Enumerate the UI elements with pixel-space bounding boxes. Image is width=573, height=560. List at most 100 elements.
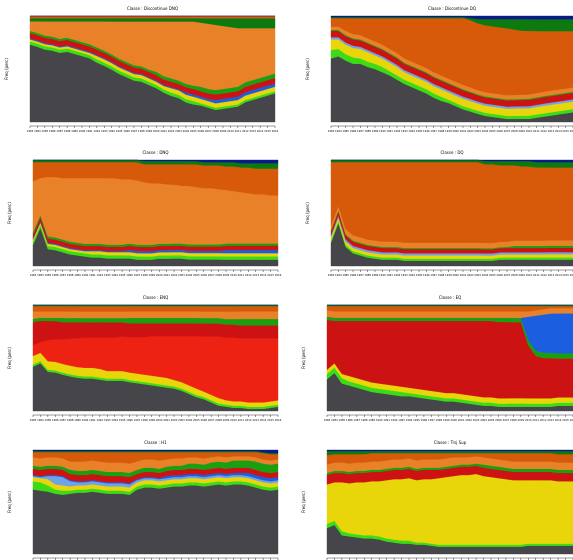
x-tick-label: 2016 [275, 273, 282, 277]
x-tick-label: 1988 [361, 418, 368, 422]
x-tick-label: 1993 [401, 273, 408, 277]
chart-title: Classe : Trsj Sup [434, 440, 467, 445]
x-tick-label: 1999 [445, 273, 452, 277]
x-tick-label: 1997 [430, 273, 437, 277]
x-tick-label: 2004 [183, 129, 190, 133]
area-series-darkorange [29, 15, 276, 19]
chart-title: Classe : Discontinue DQ [428, 6, 476, 11]
chart-title: Classe : EQ [439, 295, 462, 300]
x-tick-label: 2003 [178, 273, 185, 277]
x-tick-label: 1988 [364, 129, 371, 133]
area-series-orange [32, 311, 279, 320]
x-tick-label: 2013 [249, 129, 256, 133]
x-tick-label: 2008 [511, 129, 518, 133]
x-tick-label: 2012 [245, 273, 252, 277]
x-tick-label: 1995 [119, 273, 126, 277]
x-tick-label: 1995 [119, 418, 126, 422]
area-series-navy [326, 449, 573, 452]
x-tick-label: 2001 [160, 129, 167, 133]
x-tick-label: 1998 [141, 418, 148, 422]
x-tick-label: 2012 [245, 418, 252, 422]
x-tick-label: 1991 [383, 418, 390, 422]
x-tick-label: 2014 [555, 273, 562, 277]
x-tick-label: 2006 [496, 129, 503, 133]
x-tick-label: 1993 [101, 129, 108, 133]
x-tick-label: 1996 [123, 129, 130, 133]
x-tick-label: 2008 [510, 418, 517, 422]
x-tick-label: 1983 [27, 129, 34, 133]
x-tick-label: 1987 [357, 129, 364, 133]
x-tick-label: 1997 [131, 129, 138, 133]
x-tick-label: 2006 [200, 273, 207, 277]
x-tick-label: 2007 [504, 129, 511, 133]
x-tick-label: 2015 [267, 273, 274, 277]
x-tick-label: 1988 [364, 273, 371, 277]
x-tick-label: 1985 [42, 129, 49, 133]
x-tick-label: 2014 [260, 273, 267, 277]
x-tick-label: 2002 [168, 129, 175, 133]
x-tick-label: 2012 [540, 129, 547, 133]
x-tick-label: 2016 [272, 129, 279, 133]
x-tick-label: 1987 [357, 273, 364, 277]
x-tick-label: 1994 [111, 418, 118, 422]
x-tick-label: 2009 [223, 418, 230, 422]
x-tick-label: 1995 [116, 129, 123, 133]
y-axis-label: Freq (perc) [301, 491, 306, 513]
x-tick-label: 1991 [386, 273, 393, 277]
x-tick-label: 1983 [328, 129, 335, 133]
x-tick-label: 1984 [37, 273, 44, 277]
x-tick-label: 1994 [108, 129, 115, 133]
x-tick-label: 2004 [186, 418, 193, 422]
x-tick-label: 1989 [74, 273, 81, 277]
x-tick-label: 2008 [212, 129, 219, 133]
x-tick-label: 1999 [443, 418, 450, 422]
x-tick-label: 2015 [562, 418, 569, 422]
x-tick-label: 2015 [264, 129, 271, 133]
x-tick-label: 1984 [335, 129, 342, 133]
x-tick-label: 1998 [141, 273, 148, 277]
chart-title: Classe : H1 [144, 440, 167, 445]
y-axis-label: Freq (perc) [7, 202, 12, 224]
x-tick-label: 2016 [570, 418, 573, 422]
x-tick-label: 1992 [391, 418, 398, 422]
x-tick-label: 1992 [394, 129, 401, 133]
x-tick-label: 1998 [138, 129, 145, 133]
x-tick-label: 1987 [354, 418, 361, 422]
x-tick-label: 1987 [59, 273, 66, 277]
x-tick-label: 2004 [186, 273, 193, 277]
x-tick-label: 2015 [562, 273, 569, 277]
x-tick-label: 1986 [49, 129, 56, 133]
x-tick-label: 2000 [156, 418, 163, 422]
x-tick-label: 2011 [532, 418, 539, 422]
x-tick-label: 2006 [197, 129, 204, 133]
x-tick-label: 1990 [379, 129, 386, 133]
x-tick-label: 2007 [208, 273, 215, 277]
area-series-navy [32, 449, 279, 454]
x-tick-label: 1993 [104, 273, 111, 277]
x-tick-label: 2010 [230, 418, 237, 422]
x-tick-label: 2000 [156, 273, 163, 277]
x-tick-label: 1993 [104, 418, 111, 422]
y-axis-label: Freq (perc) [7, 491, 12, 513]
x-tick-label: 1989 [372, 273, 379, 277]
x-tick-label: 2012 [242, 129, 249, 133]
x-tick-label: 2013 [252, 418, 259, 422]
x-tick-label: 1997 [430, 129, 437, 133]
x-tick-label: 1991 [89, 273, 96, 277]
x-tick-label: 2008 [215, 273, 222, 277]
x-tick-label: 2002 [171, 418, 178, 422]
x-tick-label: 2016 [570, 129, 573, 133]
x-tick-label: 1997 [134, 273, 141, 277]
x-tick-label: 1983 [30, 418, 37, 422]
x-tick-label: 1992 [394, 273, 401, 277]
x-tick-label: 1991 [89, 418, 96, 422]
x-tick-label: 2007 [504, 273, 511, 277]
x-tick-label: 1987 [56, 129, 63, 133]
x-tick-label: 2014 [260, 418, 267, 422]
x-tick-label: 2001 [163, 418, 170, 422]
